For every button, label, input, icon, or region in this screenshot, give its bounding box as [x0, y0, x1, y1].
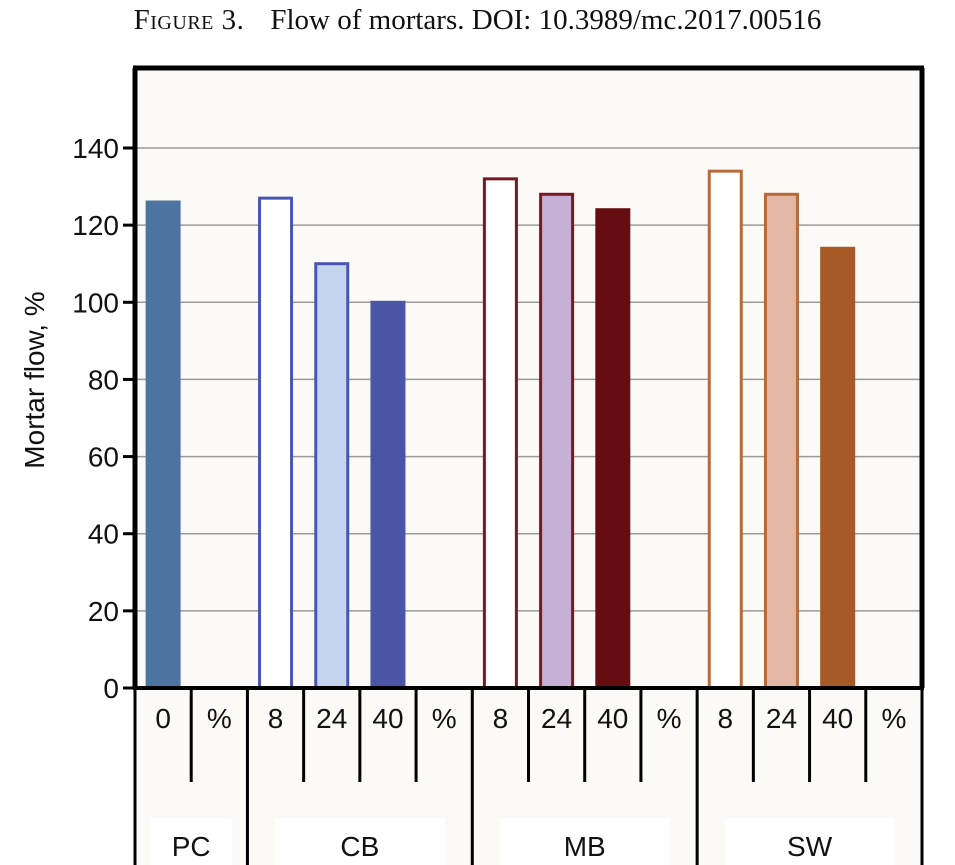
- group-label-pc: PC: [172, 831, 211, 862]
- y-tick-label-40: 40: [88, 519, 119, 550]
- x-tick-label-sw-10: 8: [717, 703, 733, 734]
- y-tick-label-80: 80: [88, 364, 119, 395]
- x-tick-label-pc-0: 0: [155, 703, 171, 734]
- bar-cb-8: [258, 196, 294, 690]
- x-tick-label-sw-13: %: [881, 703, 906, 734]
- y-tick-label-100: 100: [72, 287, 119, 318]
- x-tick-label-mb-6: 8: [493, 703, 509, 734]
- y-tick-label-60: 60: [88, 442, 119, 473]
- x-tick-label-sw-11: 24: [766, 703, 797, 734]
- x-tick-label-cb-5: %: [432, 703, 457, 734]
- group-label-cb: CB: [340, 831, 379, 862]
- y-axis-label: Mortar flow, %: [19, 291, 50, 468]
- x-tick-label-pc-1: %: [207, 703, 232, 734]
- x-tick-label-cb-4: 40: [372, 703, 403, 734]
- bar-sw-40: [820, 246, 856, 690]
- plot-area: [135, 68, 922, 688]
- x-tick-label-cb-2: 8: [268, 703, 284, 734]
- bar-mb-24: [539, 192, 575, 690]
- figure-caption-text: Flow of mortars. DOI: 10.3989/mc.2017.00…: [270, 4, 822, 36]
- x-tick-label-mb-8: 40: [597, 703, 628, 734]
- bar-cb-24: [314, 262, 350, 690]
- x-tick-label-cb-3: 24: [316, 703, 347, 734]
- x-tick-label-sw-12: 40: [822, 703, 853, 734]
- x-tick-label-mb-9: %: [657, 703, 682, 734]
- y-tick-label-140: 140: [72, 133, 119, 164]
- group-label-box-sw: [724, 818, 895, 865]
- group-label-box-cb: [274, 818, 445, 865]
- bar-mb-40: [595, 208, 631, 690]
- y-tick-label-120: 120: [72, 210, 119, 241]
- group-label-mb: MB: [564, 831, 606, 862]
- y-tick-label-0: 0: [103, 673, 119, 704]
- group-label-box-pc: [150, 818, 233, 865]
- group-label-sw: SW: [787, 831, 833, 862]
- x-tick-label-mb-7: 24: [541, 703, 572, 734]
- figure-caption: Figure 3. Flow of mortars. DOI: 10.3989/m…: [0, 4, 955, 37]
- bar-pc-0: [145, 200, 181, 690]
- y-tick-label-20: 20: [88, 596, 119, 627]
- group-label-box-mb: [499, 818, 670, 865]
- bar-cb-40: [370, 300, 406, 690]
- bar-mb-8: [482, 177, 518, 690]
- figure-label: Figure 3.: [133, 4, 245, 36]
- bar-sw-8: [707, 169, 743, 690]
- bar-sw-24: [763, 192, 799, 690]
